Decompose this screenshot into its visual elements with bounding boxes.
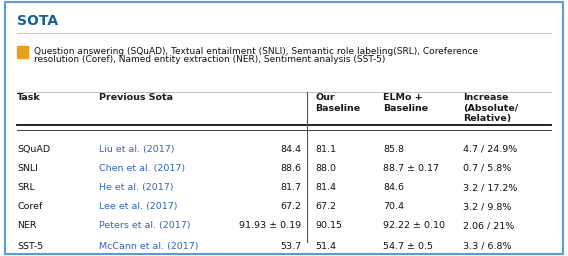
Text: 85.8: 85.8 xyxy=(383,145,404,154)
Text: 67.2: 67.2 xyxy=(315,202,336,211)
Text: Increase
(Absolute/
Relative): Increase (Absolute/ Relative) xyxy=(463,93,518,123)
Text: SST-5: SST-5 xyxy=(17,242,43,251)
Text: 81.1: 81.1 xyxy=(315,145,336,154)
Text: Lee et al. (2017): Lee et al. (2017) xyxy=(99,202,178,211)
Text: 88.6: 88.6 xyxy=(280,164,301,173)
Text: 54.7 ± 0.5: 54.7 ± 0.5 xyxy=(383,242,433,251)
Text: 92.22 ± 0.10: 92.22 ± 0.10 xyxy=(383,221,445,230)
Text: McCann et al. (2017): McCann et al. (2017) xyxy=(99,242,199,251)
Text: ELMo +
Baseline: ELMo + Baseline xyxy=(383,93,428,113)
Text: Chen et al. (2017): Chen et al. (2017) xyxy=(99,164,186,173)
Text: 3.3 / 6.8%: 3.3 / 6.8% xyxy=(463,242,511,251)
Text: 88.7 ± 0.17: 88.7 ± 0.17 xyxy=(383,164,440,173)
Text: Task: Task xyxy=(17,93,41,102)
Text: 84.4: 84.4 xyxy=(280,145,301,154)
Text: SNLI: SNLI xyxy=(17,164,38,173)
Text: 0.7 / 5.8%: 0.7 / 5.8% xyxy=(463,164,511,173)
Text: 91.93 ± 0.19: 91.93 ± 0.19 xyxy=(239,221,301,230)
Text: Peters et al. (2017): Peters et al. (2017) xyxy=(99,221,191,230)
Text: Question answering (SQuAD), Textual entailment (SNLI), Semantic role labeling(SR: Question answering (SQuAD), Textual enta… xyxy=(34,47,478,56)
Text: Liu et al. (2017): Liu et al. (2017) xyxy=(99,145,175,154)
Text: Coref: Coref xyxy=(17,202,43,211)
Text: SQuAD: SQuAD xyxy=(17,145,50,154)
FancyBboxPatch shape xyxy=(5,2,563,254)
Text: 90.15: 90.15 xyxy=(315,221,343,230)
Text: 81.7: 81.7 xyxy=(280,183,301,192)
Text: Our
Baseline: Our Baseline xyxy=(315,93,360,113)
Text: 84.6: 84.6 xyxy=(383,183,404,192)
Text: 4.7 / 24.9%: 4.7 / 24.9% xyxy=(463,145,517,154)
Text: 88.0: 88.0 xyxy=(315,164,336,173)
Text: 70.4: 70.4 xyxy=(383,202,404,211)
Bar xyxy=(17,46,28,58)
Text: SRL: SRL xyxy=(17,183,35,192)
Text: Previous Sota: Previous Sota xyxy=(99,93,173,102)
Text: 51.4: 51.4 xyxy=(315,242,336,251)
Text: 53.7: 53.7 xyxy=(280,242,301,251)
Text: resolution (Coref), Named entity extraction (NER), Sentiment analysis (SST-5): resolution (Coref), Named entity extract… xyxy=(34,55,386,64)
Text: 81.4: 81.4 xyxy=(315,183,336,192)
Text: NER: NER xyxy=(17,221,36,230)
Text: 3.2 / 9.8%: 3.2 / 9.8% xyxy=(463,202,511,211)
Text: He et al. (2017): He et al. (2017) xyxy=(99,183,174,192)
Text: 3.2 / 17.2%: 3.2 / 17.2% xyxy=(463,183,517,192)
Text: SOTA: SOTA xyxy=(17,14,58,28)
Text: 67.2: 67.2 xyxy=(280,202,301,211)
Text: 2.06 / 21%: 2.06 / 21% xyxy=(463,221,514,230)
